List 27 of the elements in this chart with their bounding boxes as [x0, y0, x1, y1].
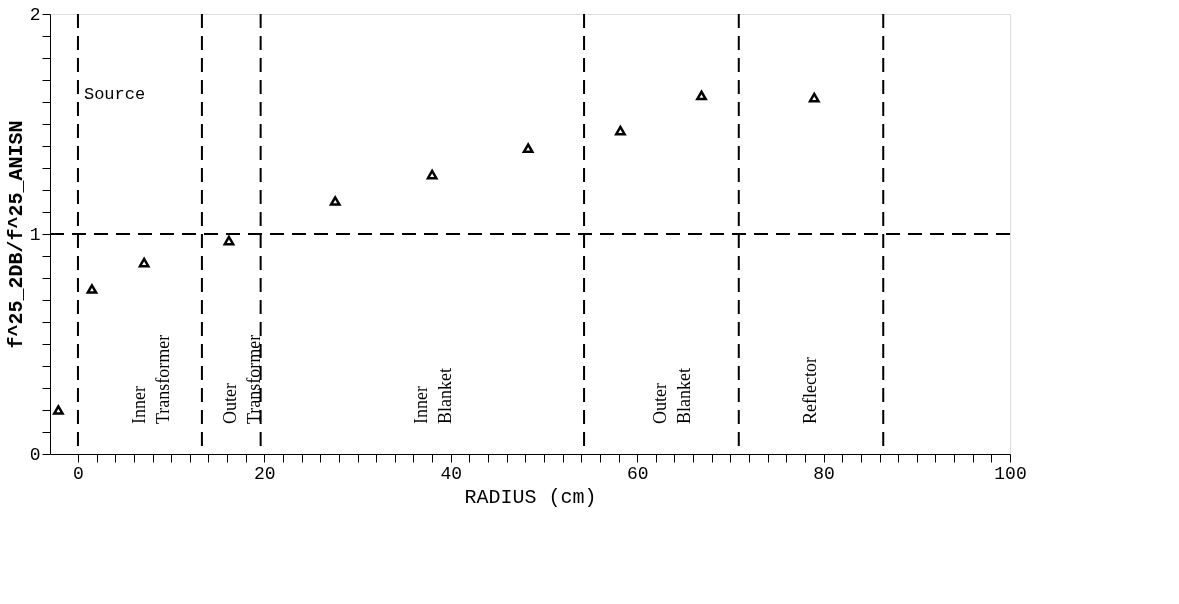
- x-tick-label: 40: [440, 463, 463, 484]
- annotation: Inner Transformer: [128, 334, 173, 424]
- point: [426, 169, 438, 180]
- point: [614, 125, 626, 136]
- x-tick-label: 80: [813, 463, 835, 484]
- x-tick-label: 20: [254, 463, 276, 484]
- annotation: Source: [83, 85, 146, 104]
- y-axis-title: f^25_2DB/f^25_ANISN: [4, 120, 28, 349]
- point: [808, 92, 820, 103]
- point: [696, 90, 707, 101]
- x-tick-label: 60: [626, 463, 649, 484]
- point: [223, 235, 235, 246]
- annotation: Outer Transformer: [220, 334, 265, 424]
- x-tick-label: 100: [994, 463, 1027, 484]
- point: [329, 196, 341, 206]
- annotation: Reflector: [800, 357, 821, 424]
- point: [86, 284, 98, 294]
- annotation: Outer Blanket: [650, 368, 695, 424]
- x-axis-title: RADIUS (cm): [464, 485, 597, 509]
- y-tick-label: 1: [29, 224, 41, 245]
- point: [52, 405, 64, 415]
- y-tick-label: 2: [29, 4, 41, 25]
- x-tick-label: 0: [73, 463, 84, 484]
- annotation: Inner Blanket: [411, 368, 456, 424]
- point: [522, 143, 534, 154]
- point: [138, 257, 150, 268]
- y-tick-label: 0: [29, 444, 41, 465]
